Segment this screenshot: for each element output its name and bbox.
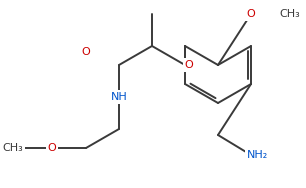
- Text: O: O: [247, 9, 256, 19]
- Text: NH: NH: [111, 92, 127, 102]
- Text: CH₃: CH₃: [3, 143, 23, 153]
- Text: O: O: [185, 60, 193, 70]
- Text: NH₂: NH₂: [246, 150, 268, 160]
- Text: O: O: [82, 47, 90, 57]
- Text: CH₃: CH₃: [280, 9, 300, 19]
- Text: O: O: [48, 143, 56, 153]
